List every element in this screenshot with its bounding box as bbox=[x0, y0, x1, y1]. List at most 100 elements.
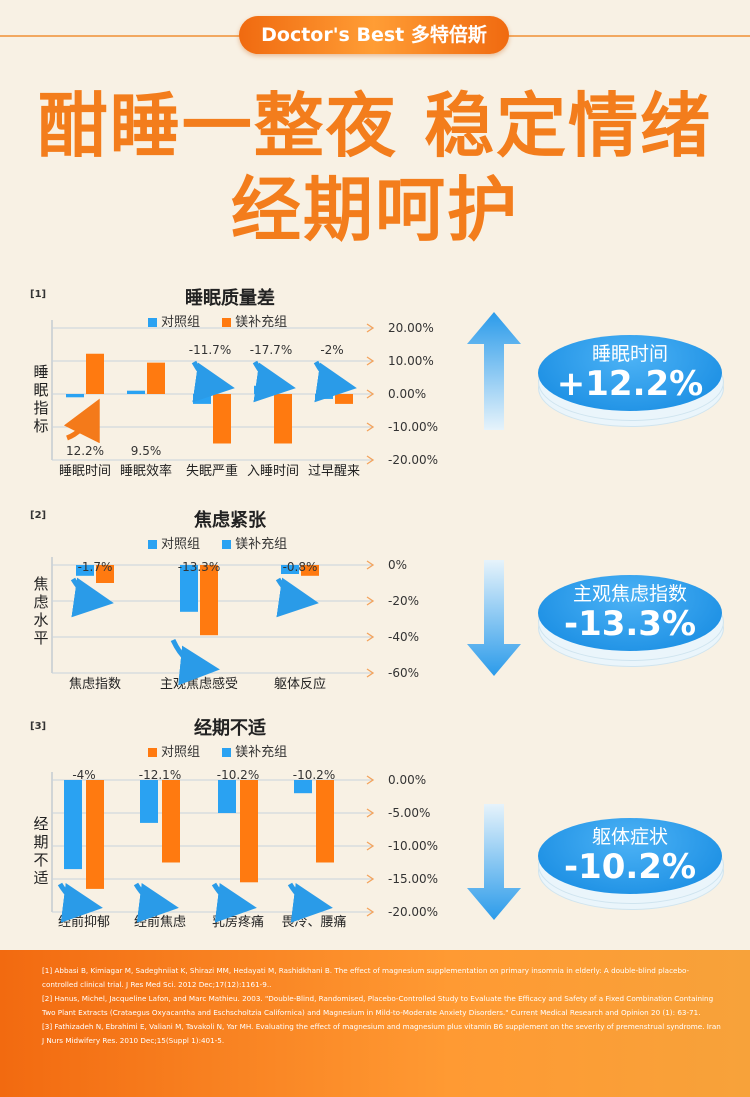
y-tick-label: 10.00% bbox=[388, 354, 434, 368]
down-arrow-icon bbox=[467, 804, 521, 920]
y-tick-label: 0.00% bbox=[388, 387, 426, 401]
y-tick-label: 0.00% bbox=[388, 773, 426, 787]
data-label: 9.5% bbox=[131, 444, 162, 458]
bar-control bbox=[180, 565, 198, 612]
tick-arrow-icon bbox=[366, 560, 375, 570]
chart1-ref-label: [1] bbox=[30, 289, 47, 300]
y-tick-label: -5.00% bbox=[388, 806, 430, 820]
charts-canvas: 20.00% 10.00% 0.00% -10.00% -20.00% 睡眠时间 睡眠效率失… bbox=[51, 320, 438, 930]
trend-down-arrow-icon bbox=[287, 882, 333, 923]
trend-down-arrow-icon bbox=[57, 882, 103, 923]
x-tick-label: 过早醒来 bbox=[308, 464, 360, 479]
down-arrow-icon bbox=[467, 560, 521, 676]
callout-label: 主观焦虑指数 bbox=[572, 583, 687, 605]
legend-swatch bbox=[222, 318, 232, 327]
callout-anxiety-index: 主观焦虑指数 -13.3% bbox=[538, 575, 724, 667]
x-tick-label: 睡眠效率 bbox=[120, 463, 172, 479]
data-label: -12.1% bbox=[139, 768, 181, 782]
x-tick-label: 焦虑指数 bbox=[69, 677, 121, 692]
bar-control bbox=[127, 390, 145, 394]
chart2-legend: 对照组 镁补充组 bbox=[148, 533, 287, 552]
y-tick-label: 20.00% bbox=[388, 321, 434, 335]
bar-magnesium bbox=[316, 780, 334, 863]
trend-down-arrow-icon bbox=[170, 638, 220, 686]
y-tick-label: -10.00% bbox=[388, 839, 438, 853]
callout-value: -10.2% bbox=[563, 847, 697, 887]
data-label: -10.2% bbox=[217, 768, 259, 782]
chart3-title: 经期不适 bbox=[194, 718, 266, 739]
callout-body-symptoms: 躯体症状 -10.2% bbox=[538, 818, 724, 910]
trend-down-arrow-icon bbox=[313, 360, 357, 403]
legend-swatch bbox=[148, 748, 157, 757]
data-label: 12.2% bbox=[66, 444, 104, 458]
bar-magnesium bbox=[86, 780, 104, 889]
bar-control bbox=[64, 780, 82, 870]
legend-label: 镁补充组 bbox=[235, 315, 288, 330]
bar-control bbox=[254, 385, 272, 394]
y-tick-label: 0% bbox=[388, 558, 407, 572]
tick-arrow-icon bbox=[366, 422, 375, 432]
x-tick-label: 躯体反应 bbox=[274, 676, 326, 692]
tick-arrow-icon bbox=[366, 389, 375, 399]
data-label: -1.7% bbox=[78, 560, 113, 574]
y-tick-label: -20.00% bbox=[388, 453, 438, 467]
trend-down-arrow-icon bbox=[191, 360, 235, 403]
x-tick-label: 经前抑郁 bbox=[58, 914, 110, 930]
bar-magnesium bbox=[335, 394, 353, 404]
legend-label: 对照组 bbox=[161, 537, 201, 552]
data-label: -0.8% bbox=[283, 560, 318, 574]
tick-arrow-icon bbox=[366, 596, 375, 606]
y-tick-label: -60% bbox=[388, 666, 419, 680]
legend-label: 对照组 bbox=[161, 315, 201, 330]
chart2-title: 焦虑紧张 bbox=[194, 510, 266, 531]
reference-3: [3] Fathizadeh N, Ebrahimi E, Valiani M,… bbox=[42, 1022, 721, 1045]
chart3-ylabel: 经期不适 bbox=[33, 815, 49, 887]
bar-control bbox=[66, 394, 84, 398]
chart3-ref-label: [3] bbox=[30, 721, 47, 732]
tick-arrow-icon bbox=[366, 668, 375, 678]
tick-arrow-icon bbox=[366, 841, 375, 851]
legend-label: 镁补充组 bbox=[235, 537, 288, 552]
legend-label: 镁补充组 bbox=[235, 745, 288, 760]
bar-magnesium bbox=[240, 780, 258, 883]
legend-swatch bbox=[222, 540, 232, 549]
trend-down-arrow-icon bbox=[211, 882, 257, 923]
bar-magnesium bbox=[301, 565, 319, 576]
y-tick-label: -20.00% bbox=[388, 905, 438, 919]
y-tick-label: -15.00% bbox=[388, 872, 438, 886]
chart1-legend: 对照组 镁补充组 bbox=[148, 311, 287, 330]
tick-arrow-icon bbox=[366, 356, 375, 366]
tick-arrow-icon bbox=[366, 808, 375, 818]
trend-down-arrow-icon bbox=[275, 577, 319, 618]
legend-swatch bbox=[148, 318, 157, 327]
y-tick-label: -40% bbox=[388, 630, 419, 644]
y-tick-label: -20% bbox=[388, 594, 419, 608]
reference-1: [1] Abbasi B, Kimiagar M, Sadeghniiat K,… bbox=[42, 966, 690, 989]
callout-label: 睡眠时间 bbox=[591, 343, 668, 365]
legend-swatch bbox=[222, 748, 232, 757]
bar-control bbox=[140, 780, 158, 823]
callout-label: 躯体症状 bbox=[591, 826, 668, 848]
callout-value: -13.3% bbox=[563, 604, 697, 644]
tick-arrow-icon bbox=[366, 455, 375, 465]
bar-control bbox=[281, 565, 299, 574]
tick-arrow-icon bbox=[366, 323, 375, 333]
bar-control bbox=[193, 394, 211, 404]
bar-control bbox=[218, 780, 236, 813]
data-label: -13.3% bbox=[178, 560, 220, 574]
trend-up-arrow-icon bbox=[63, 398, 100, 444]
bar-magnesium bbox=[162, 780, 180, 863]
data-label: -2% bbox=[320, 343, 343, 357]
tick-arrow-icon bbox=[366, 775, 375, 785]
callout-value: +12.2% bbox=[556, 364, 704, 404]
references-panel: [1] Abbasi B, Kimiagar M, Sadeghniiat K,… bbox=[0, 950, 750, 1097]
bar-magnesium bbox=[200, 565, 218, 636]
x-tick-label: 经前焦虑 bbox=[134, 914, 186, 930]
headline-line-2: 经期呵护 bbox=[231, 169, 519, 251]
bar-control bbox=[76, 565, 94, 576]
bar-magnesium bbox=[147, 362, 165, 394]
trend-down-arrow-icon bbox=[70, 577, 114, 618]
x-tick-label: 乳房疼痛 bbox=[212, 914, 264, 930]
callout-sleep-time: 睡眠时间 +12.2% bbox=[538, 335, 724, 427]
chart1-title: 睡眠质量差 bbox=[185, 288, 275, 309]
